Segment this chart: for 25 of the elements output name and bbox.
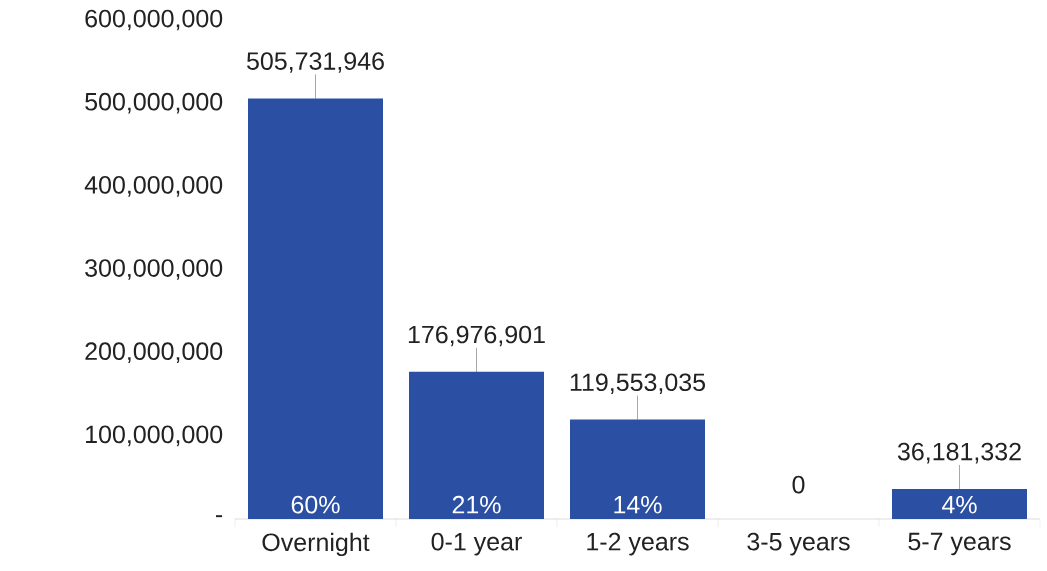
y-tick-label: 600,000,000 [85,9,223,31]
y-tick-label: 200,000,000 [85,342,223,363]
x-tick-label: 5-7 years [908,532,1011,556]
y-tick-label: 500,000,000 [85,92,223,114]
y-tick-label: 300,000,000 [85,259,223,280]
y-tick-label: 100,000,000 [86,425,223,447]
data-label: 36,181,332 [897,442,1021,464]
annotation: 60% [291,495,340,514]
x-tick-label: Overnight [262,532,370,557]
annotation: 14% [614,495,662,514]
y-tick-label: - [215,515,223,518]
bar [570,419,705,519]
data-label: 505,731,946 [246,52,384,73]
x-tick-label: 3-5 years [747,532,850,556]
data-label: 176,976,901 [408,325,545,347]
y-tick-label: 400,000,000 [84,176,223,197]
x-tick-label: 0-1 year [431,532,522,556]
bar [248,98,383,519]
data-label: 0 [792,475,805,494]
data-label: 119,553,035 [570,373,706,395]
bar [892,488,1027,519]
bar [409,371,544,519]
annotation: 21% [452,495,501,514]
x-tick-label: 1-2 years [587,532,689,556]
annotation: 4% [942,495,977,514]
